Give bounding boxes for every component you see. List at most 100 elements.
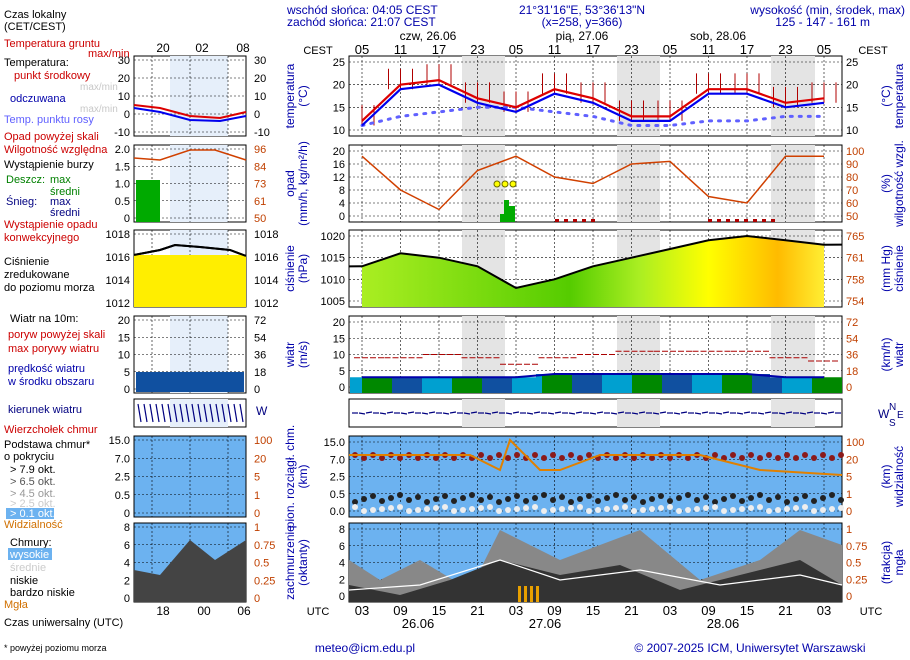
wind-dir-arrow (617, 411, 625, 414)
y2unit-cloudbase: (km) (879, 465, 893, 489)
wind-speed-bar (392, 377, 398, 393)
y2-tick-cloudcover: 0 (846, 591, 852, 603)
wind-speed-bar (764, 374, 770, 393)
storm-marker (501, 180, 509, 188)
cloud-base-dot (433, 496, 439, 502)
wind-speed-bar (674, 374, 680, 393)
cloud-base-dot-low (595, 507, 601, 513)
cloud-top-dot (505, 455, 511, 461)
cloud-top-dot (667, 455, 673, 461)
cloud-top-dot (379, 455, 385, 461)
cloud-top-dot (748, 452, 754, 458)
y-tick-cloudcover: 6 (339, 541, 345, 553)
bottom-hour-tick: 21 (778, 603, 792, 618)
conv-precip-marker (708, 219, 712, 222)
mini-humidity-line (133, 149, 247, 161)
y2-tick-cloudbase: 5 (846, 472, 852, 484)
y2-tick-cloudbase: 20 (846, 454, 858, 466)
cloud-base-dot (478, 497, 484, 503)
night-band (617, 145, 660, 222)
wind-speed-bar (752, 374, 758, 393)
grid-text: (x=258, y=366) (542, 15, 623, 29)
cloud-top-dot (730, 452, 736, 458)
cloud-base-dot-low (586, 508, 592, 514)
y2-tick-temp: 10 (846, 125, 858, 137)
top-hour-tick: 11 (548, 42, 562, 57)
mini-top-tick: 02 (195, 41, 209, 55)
legend-cloud-base: Podstawa chmur* (4, 439, 91, 451)
bottom-hour-tick: 09 (393, 603, 407, 618)
cloud-base-dot (541, 492, 547, 498)
cloud-base-dot-low (802, 504, 808, 510)
y2-tick-precip: 80 (846, 172, 858, 184)
cloud-base-dot (712, 499, 718, 505)
legend-clouds: Chmury: (10, 537, 52, 549)
mini-wind-dir-arrow (221, 403, 226, 423)
mini-y2-tick: 36 (254, 350, 266, 362)
cloud-base-dot (496, 499, 502, 505)
cloud-low-area (349, 560, 842, 602)
y2label-cloudcover: mgła (892, 549, 906, 575)
cloud-base-dot-low (532, 504, 538, 510)
legend-low: niskie (10, 575, 38, 587)
conv-precip-marker (762, 219, 766, 222)
mini-y2-tick: 30 (254, 55, 266, 67)
mini-y-tick: 0.5 (115, 196, 130, 208)
footer-email[interactable]: meteo@icm.edu.pl (315, 641, 415, 655)
bottom-hour-tick: 09 (701, 603, 715, 618)
wind-speed-bar (728, 374, 734, 393)
wind-dir-arrow (652, 412, 660, 415)
legend-ground-temp-sub: max/min (88, 48, 130, 60)
top-hour-tick: 05 (355, 42, 369, 57)
mini-wind-dir-arrow (161, 403, 166, 423)
legend-wind-speed2: w środku obszaru (7, 376, 94, 388)
cloud-base-dot-low (604, 506, 610, 512)
cloud-base-dot-low (424, 506, 430, 512)
yunit-precip: (mm/h, kg/m²/h) (296, 141, 310, 226)
cloud-top-dot (784, 452, 790, 458)
wind-dir-arrow (757, 412, 765, 415)
y-tick-wind: 5 (339, 366, 345, 378)
cloud-base-dot-low (550, 507, 556, 513)
wind-speed-bar (512, 377, 518, 393)
y2-tick-temp: 25 (846, 57, 858, 69)
wind-dir-arrow (722, 411, 730, 414)
wind-speed-bar (656, 374, 662, 393)
wind-speed-bar (440, 377, 446, 393)
dew-point-series (360, 105, 826, 127)
cloud-base-dot (550, 497, 556, 503)
cloud-base-dot-low (352, 504, 358, 510)
cloud-base-dot (676, 495, 682, 501)
cloud-base-dot (658, 493, 664, 499)
wind-dir-arrow (533, 411, 541, 414)
night-band (617, 399, 660, 427)
mini-y2-tick: 0 (254, 593, 260, 605)
wind-dir-arrow (554, 411, 562, 414)
mini-y2-tick: 0 (254, 384, 260, 396)
wind-speed-bar (410, 377, 416, 393)
bottom-hour-tick: 21 (624, 603, 638, 618)
cloud-base-dot (568, 499, 574, 505)
mini-y2-tick: 0.75 (254, 540, 275, 552)
cloud-high-line (348, 559, 843, 591)
cloud-base-dot-low (766, 508, 772, 514)
wind-speed-bar (428, 377, 434, 393)
compass-s: S (889, 418, 896, 429)
cloud-base-dot-low (478, 505, 484, 511)
cloud-top-dot (739, 455, 745, 461)
mini-y2-tick: 72 (254, 315, 266, 327)
cloud-top-dot (586, 452, 592, 458)
bottom-date-label: 28.06 (707, 616, 740, 631)
wind-speed-bar (668, 374, 674, 393)
wind-speed-bar (572, 374, 578, 393)
mini-y-tick: -10 (114, 127, 130, 139)
y-tick-temp: 25 (333, 57, 345, 69)
mini-y-tick: 1014 (106, 275, 130, 287)
legend-rain: Deszcz: (6, 174, 45, 186)
cloud-base-dot (388, 495, 394, 501)
legend-okt5: > 0.1 okt. (10, 508, 56, 520)
storm-marker (509, 180, 517, 188)
wind-speed-bar (632, 374, 638, 393)
wind-dir-arrow (365, 411, 373, 414)
y2unit-precip: (%) (879, 174, 893, 193)
